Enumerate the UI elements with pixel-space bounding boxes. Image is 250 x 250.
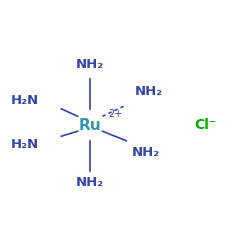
Text: NH₂: NH₂ [135, 85, 163, 98]
Text: H₂N: H₂N [11, 138, 39, 151]
Text: H₂N: H₂N [11, 94, 39, 106]
Text: Cl⁻: Cl⁻ [194, 118, 216, 132]
Text: NH₂: NH₂ [132, 146, 160, 159]
Text: NH₂: NH₂ [76, 176, 104, 189]
Text: 2+: 2+ [108, 109, 122, 119]
Text: Ru: Ru [79, 118, 101, 132]
Text: NH₂: NH₂ [76, 58, 104, 71]
